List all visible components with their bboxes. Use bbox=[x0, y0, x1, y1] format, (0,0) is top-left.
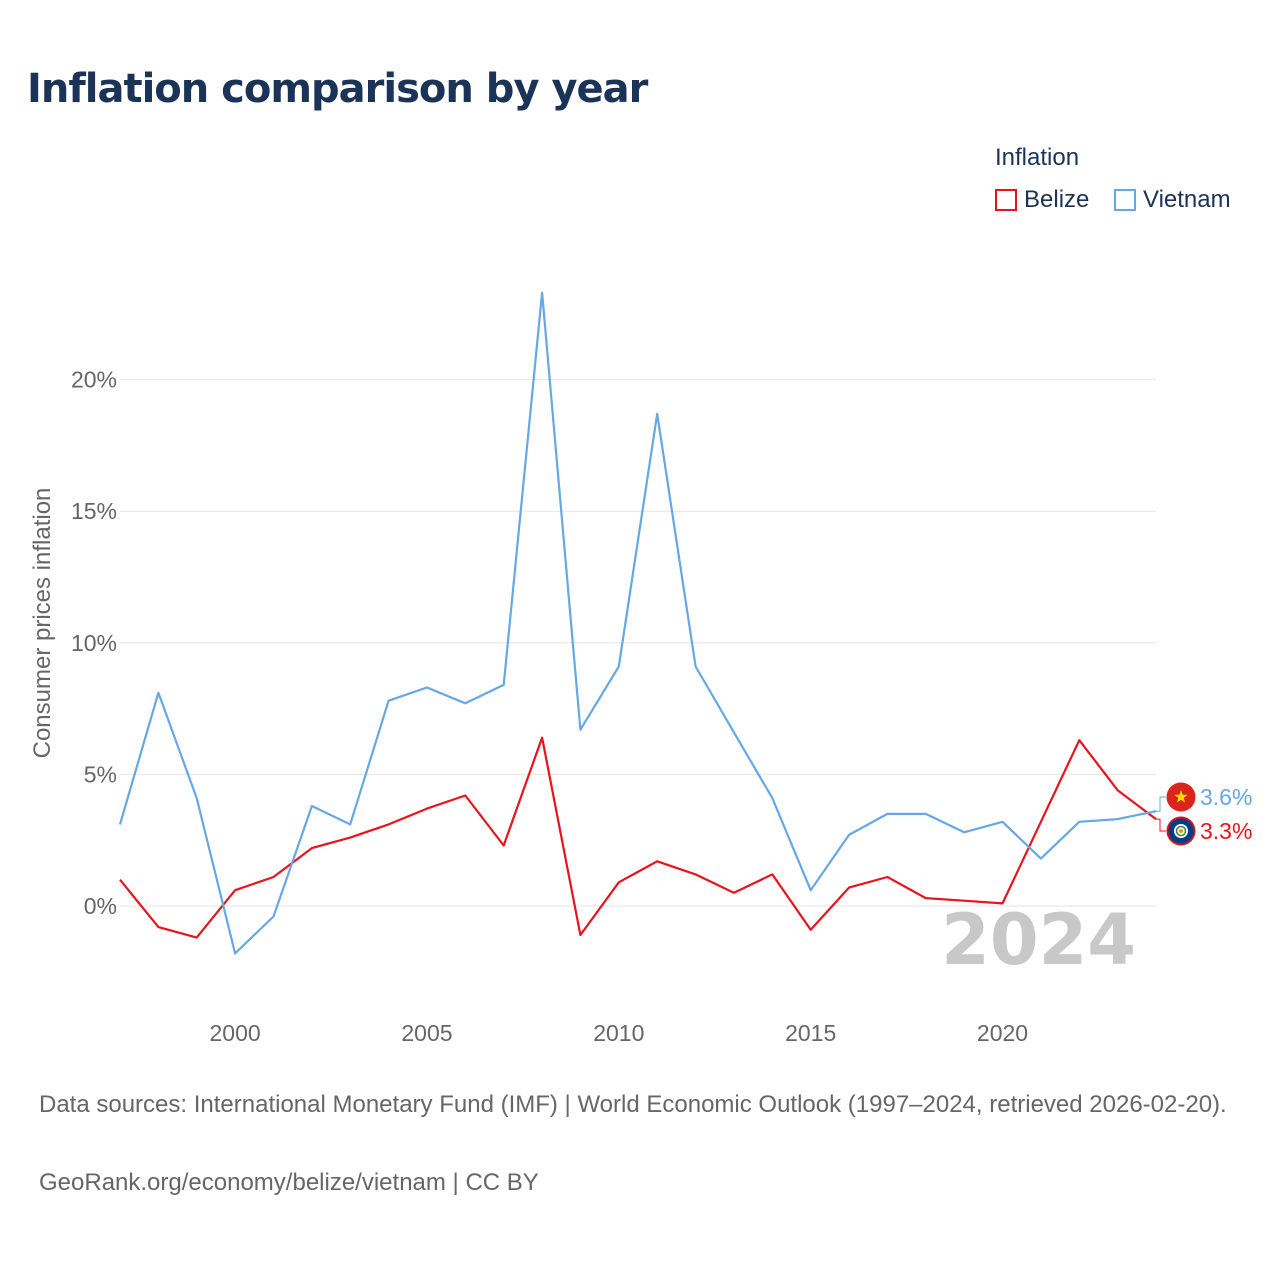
data-point-vietnam[interactable] bbox=[654, 411, 660, 417]
data-point-belize[interactable] bbox=[155, 924, 161, 930]
data-point-vietnam[interactable] bbox=[155, 690, 161, 696]
data-point-belize[interactable] bbox=[1000, 900, 1006, 906]
y-axis-label: Consumer prices inflation bbox=[29, 488, 56, 759]
data-point-vietnam[interactable] bbox=[693, 663, 699, 669]
data-point-belize[interactable] bbox=[347, 835, 353, 841]
data-point-belize[interactable] bbox=[923, 895, 929, 901]
legend-label-vietnam: Vietnam bbox=[1143, 186, 1231, 213]
end-labels: 3.6% 3.3% bbox=[1156, 782, 1252, 846]
x-axis-ticks: 2000 2005 2010 2015 2020 bbox=[210, 1020, 1029, 1046]
gridlines bbox=[120, 379, 1156, 907]
footer-sources: Data sources: International Monetary Fun… bbox=[39, 1091, 1227, 1118]
data-point-belize[interactable] bbox=[616, 879, 622, 885]
data-point-vietnam[interactable] bbox=[117, 821, 123, 827]
data-point-vietnam[interactable] bbox=[577, 727, 583, 733]
data-point-vietnam[interactable] bbox=[539, 290, 545, 296]
data-point-vietnam[interactable] bbox=[462, 700, 468, 706]
x-tick-label: 2020 bbox=[977, 1020, 1028, 1046]
data-point-belize[interactable] bbox=[1115, 787, 1121, 793]
data-point-vietnam[interactable] bbox=[731, 729, 737, 735]
data-point-belize[interactable] bbox=[501, 842, 507, 848]
watermark-year: 2024 bbox=[941, 899, 1136, 981]
data-point-belize[interactable] bbox=[808, 927, 814, 933]
data-point-belize[interactable] bbox=[539, 735, 545, 741]
data-point-belize[interactable] bbox=[117, 877, 123, 883]
y-tick-label: 20% bbox=[71, 367, 117, 393]
footer-credit[interactable]: GeoRank.org/economy/belize/vietnam | CC … bbox=[39, 1169, 539, 1196]
data-point-belize[interactable] bbox=[654, 858, 660, 864]
data-point-vietnam[interactable] bbox=[232, 950, 238, 956]
leader-line-vietnam bbox=[1156, 796, 1166, 812]
data-point-vietnam[interactable] bbox=[386, 698, 392, 704]
legend-title: Inflation bbox=[995, 144, 1080, 171]
series-lines bbox=[117, 290, 1157, 956]
y-tick-label: 15% bbox=[71, 498, 117, 524]
data-point-vietnam[interactable] bbox=[1115, 816, 1121, 822]
data-point-vietnam[interactable] bbox=[769, 795, 775, 801]
y-axis-ticks: 0% 5% 10% 15% 20% bbox=[71, 367, 117, 919]
data-point-vietnam[interactable] bbox=[270, 914, 276, 920]
data-point-belize[interactable] bbox=[1076, 737, 1082, 743]
series-line-vietnam[interactable] bbox=[118, 291, 1157, 955]
y-tick-label: 10% bbox=[71, 630, 117, 656]
data-point-belize[interactable] bbox=[232, 887, 238, 893]
data-point-belize[interactable] bbox=[386, 821, 392, 827]
x-tick-label: 2005 bbox=[401, 1020, 452, 1046]
data-point-belize[interactable] bbox=[884, 874, 890, 880]
data-point-vietnam[interactable] bbox=[808, 887, 814, 893]
data-point-vietnam[interactable] bbox=[424, 685, 430, 691]
x-tick-label: 2000 bbox=[210, 1020, 261, 1046]
data-point-belize[interactable] bbox=[961, 898, 967, 904]
data-point-belize[interactable] bbox=[194, 935, 200, 941]
data-point-vietnam[interactable] bbox=[961, 829, 967, 835]
data-point-vietnam[interactable] bbox=[884, 811, 890, 817]
data-point-belize[interactable] bbox=[424, 806, 430, 812]
data-point-belize[interactable] bbox=[462, 792, 468, 798]
data-point-vietnam[interactable] bbox=[309, 803, 315, 809]
vietnam-flag-icon bbox=[1166, 782, 1196, 812]
legend-item-belize[interactable]: Belize bbox=[995, 186, 1089, 214]
legend-item-vietnam[interactable]: Vietnam bbox=[1114, 186, 1231, 214]
data-point-vietnam[interactable] bbox=[1076, 819, 1082, 825]
data-point-vietnam[interactable] bbox=[616, 663, 622, 669]
data-point-belize[interactable] bbox=[270, 874, 276, 880]
legend-swatch-vietnam bbox=[1114, 189, 1136, 211]
data-point-vietnam[interactable] bbox=[194, 795, 200, 801]
data-point-belize[interactable] bbox=[693, 871, 699, 877]
data-point-belize[interactable] bbox=[577, 932, 583, 938]
data-point-belize[interactable] bbox=[846, 885, 852, 891]
data-point-vietnam[interactable] bbox=[1038, 856, 1044, 862]
data-point-vietnam[interactable] bbox=[347, 821, 353, 827]
y-tick-label: 5% bbox=[84, 761, 117, 787]
y-tick-label: 0% bbox=[84, 893, 117, 919]
chart-title: Inflation comparison by year bbox=[27, 66, 648, 112]
data-point-vietnam[interactable] bbox=[501, 682, 507, 688]
data-point-vietnam[interactable] bbox=[923, 811, 929, 817]
end-label-vietnam: 3.6% bbox=[1200, 784, 1252, 810]
legend-label-belize: Belize bbox=[1024, 186, 1090, 213]
data-point-belize[interactable] bbox=[1038, 819, 1044, 825]
end-label-belize: 3.3% bbox=[1200, 818, 1252, 844]
data-point-belize[interactable] bbox=[731, 890, 737, 896]
legend-swatch-belize bbox=[995, 189, 1017, 211]
data-point-belize[interactable] bbox=[309, 845, 315, 851]
x-tick-label: 2015 bbox=[785, 1020, 836, 1046]
belize-flag-icon bbox=[1166, 816, 1196, 846]
data-point-belize[interactable] bbox=[769, 871, 775, 877]
x-tick-label: 2010 bbox=[593, 1020, 644, 1046]
leader-line-belize bbox=[1156, 818, 1166, 832]
data-point-vietnam[interactable] bbox=[1000, 819, 1006, 825]
data-point-vietnam[interactable] bbox=[846, 832, 852, 838]
